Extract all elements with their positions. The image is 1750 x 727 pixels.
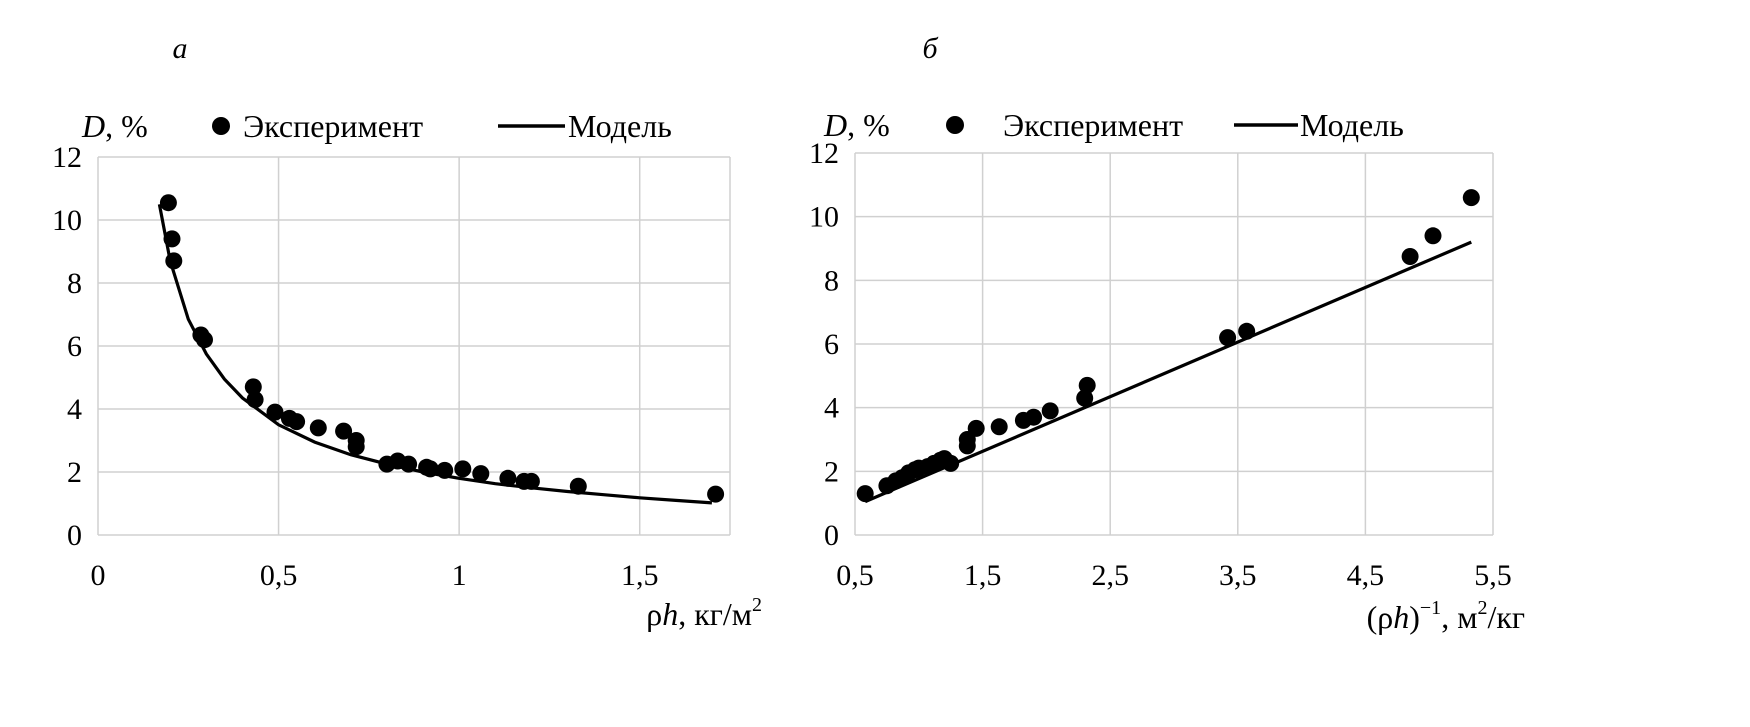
data-point [347, 438, 365, 456]
data-point [1424, 227, 1442, 245]
x-tick-label: 2,5 [1091, 559, 1129, 592]
y-tick-label: 10 [52, 204, 82, 237]
data-point [400, 455, 418, 473]
x-tick-label: 0 [91, 559, 106, 592]
data-point [990, 418, 1008, 436]
legend-label-experiment: Эксперимент [243, 108, 423, 144]
y-tick-label: 0 [67, 519, 82, 552]
data-point [454, 460, 472, 478]
x-tick-label: 1,5 [621, 559, 659, 592]
x-tick-label: 1 [452, 559, 467, 592]
y-axis-label: D, % [81, 108, 148, 144]
panel-label: а [173, 32, 188, 65]
y-tick-label: 0 [824, 519, 839, 552]
legend-label-model: Модель [1300, 107, 1404, 143]
panel-a: а 0 2 4 6 8 10 12 0 0,5 1 1,5 D, % Эксперимент Модель ρ… [52, 32, 762, 632]
data-point [335, 422, 353, 440]
data-point [159, 194, 177, 212]
legend-marker-experiment [946, 116, 964, 134]
x-axis-label: ρh, кг/м2 [646, 594, 762, 632]
data-point [165, 252, 183, 270]
y-axis-label: D, % [823, 107, 890, 143]
model-curve [864, 240, 1472, 504]
data-point [309, 419, 327, 437]
data-point [196, 331, 213, 349]
data-point [163, 230, 181, 248]
legend-marker-experiment [212, 117, 230, 135]
data-point [1025, 408, 1043, 426]
data-point [522, 472, 540, 490]
panel-b: б 0 2 4 6 8 10 12 0,5 1,5 2,5 3,5 4,5 5,5 D, % Эксперим… [809, 32, 1525, 635]
legend-label-model: Модель [568, 108, 672, 144]
x-axis-label: (ρh)−1, м2/кг [1367, 597, 1525, 635]
y-tick-label: 2 [67, 456, 82, 489]
y-tick-label: 8 [67, 267, 82, 300]
y-tick-label: 4 [67, 393, 82, 426]
legend-label-experiment: Эксперимент [1003, 107, 1183, 143]
data-point [1238, 322, 1256, 340]
data-point [436, 461, 454, 479]
data-point [472, 465, 490, 483]
data-point [1078, 376, 1096, 394]
data-point [942, 454, 960, 472]
x-tick-label: 1,5 [964, 559, 1002, 592]
data-point [1462, 189, 1480, 207]
data-point [856, 485, 874, 503]
data-point [707, 485, 725, 503]
data-point [967, 419, 985, 437]
data-point [569, 477, 587, 495]
data-point [1076, 389, 1094, 407]
y-tick-label: 6 [824, 328, 839, 361]
y-tick-label: 8 [824, 264, 839, 297]
data-point [1041, 402, 1059, 420]
y-tick-label: 10 [809, 201, 839, 234]
y-tick-label: 2 [824, 455, 839, 488]
data-point [244, 378, 262, 396]
y-tick-label: 6 [67, 330, 82, 363]
y-tick-label: 12 [52, 141, 82, 174]
data-point [266, 403, 284, 421]
x-tick-label: 5,5 [1474, 559, 1512, 592]
x-tick-label: 3,5 [1219, 559, 1257, 592]
x-tick-label: 4,5 [1347, 559, 1385, 592]
data-point [421, 460, 439, 478]
data-point [288, 413, 306, 431]
y-tick-label: 12 [809, 137, 839, 170]
model-curve [157, 204, 713, 505]
x-tick-label: 0,5 [836, 559, 874, 592]
data-point [1401, 248, 1419, 265]
data-point [246, 391, 264, 409]
data-point [1219, 329, 1237, 347]
y-tick-label: 4 [824, 392, 839, 425]
data-point [499, 469, 517, 487]
panel-label: б [922, 32, 938, 65]
x-tick-label: 0,5 [260, 559, 298, 592]
